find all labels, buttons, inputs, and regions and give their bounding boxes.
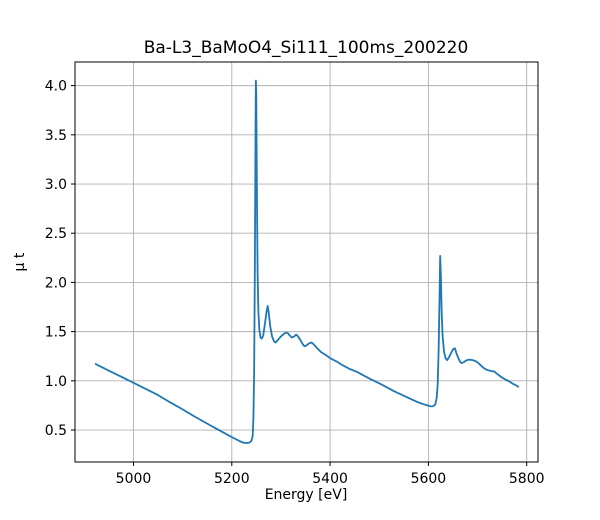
- y-tick-label: 1.5: [45, 325, 67, 341]
- x-axis-label: Energy [eV]: [265, 487, 348, 503]
- x-tick-label: 5000: [116, 471, 152, 487]
- y-tick-labels: 0.5 1.0 1.5 2.0 2.5 3.0 3.5 4.0: [45, 79, 67, 439]
- y-tick-label: 3.5: [45, 128, 67, 144]
- x-tick-label: 5400: [312, 471, 348, 487]
- grid-lines: [75, 62, 538, 462]
- plot-frame: [74, 61, 539, 463]
- y-tick-label: 2.0: [45, 275, 67, 291]
- axis-ticks: [71, 85, 528, 466]
- y-tick-label: 3.0: [45, 177, 67, 193]
- x-tick-label: 5200: [214, 471, 250, 487]
- spectrum-line: [94, 79, 520, 444]
- x-tick-labels: 5000 5200 5400 5600 5800: [116, 471, 545, 487]
- y-tick-label: 4.0: [45, 79, 67, 95]
- x-tick-label: 5600: [411, 471, 447, 487]
- y-tick-label: 2.5: [45, 226, 67, 242]
- y-tick-label: 0.5: [45, 423, 67, 439]
- y-axis-label: μ t: [12, 252, 28, 271]
- y-tick-label: 1.0: [45, 374, 67, 390]
- x-tick-label: 5800: [509, 471, 545, 487]
- chart-title: Ba-L3_BaMoO4_Si111_100ms_200220: [144, 38, 469, 58]
